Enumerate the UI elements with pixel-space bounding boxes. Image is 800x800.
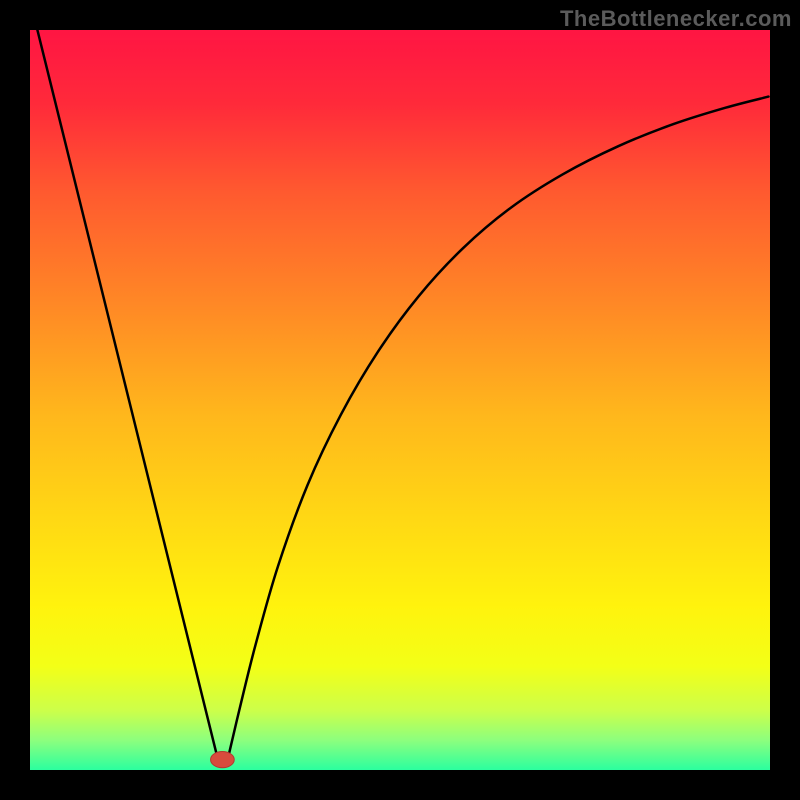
bottleneck-heatmap-chart: [0, 0, 800, 800]
plot-area: [30, 30, 770, 770]
gradient-background: [30, 30, 770, 770]
optimal-point-marker: [211, 752, 235, 768]
attribution-label: TheBottlenecker.com: [560, 6, 792, 32]
chart-stage: TheBottlenecker.com: [0, 0, 800, 800]
